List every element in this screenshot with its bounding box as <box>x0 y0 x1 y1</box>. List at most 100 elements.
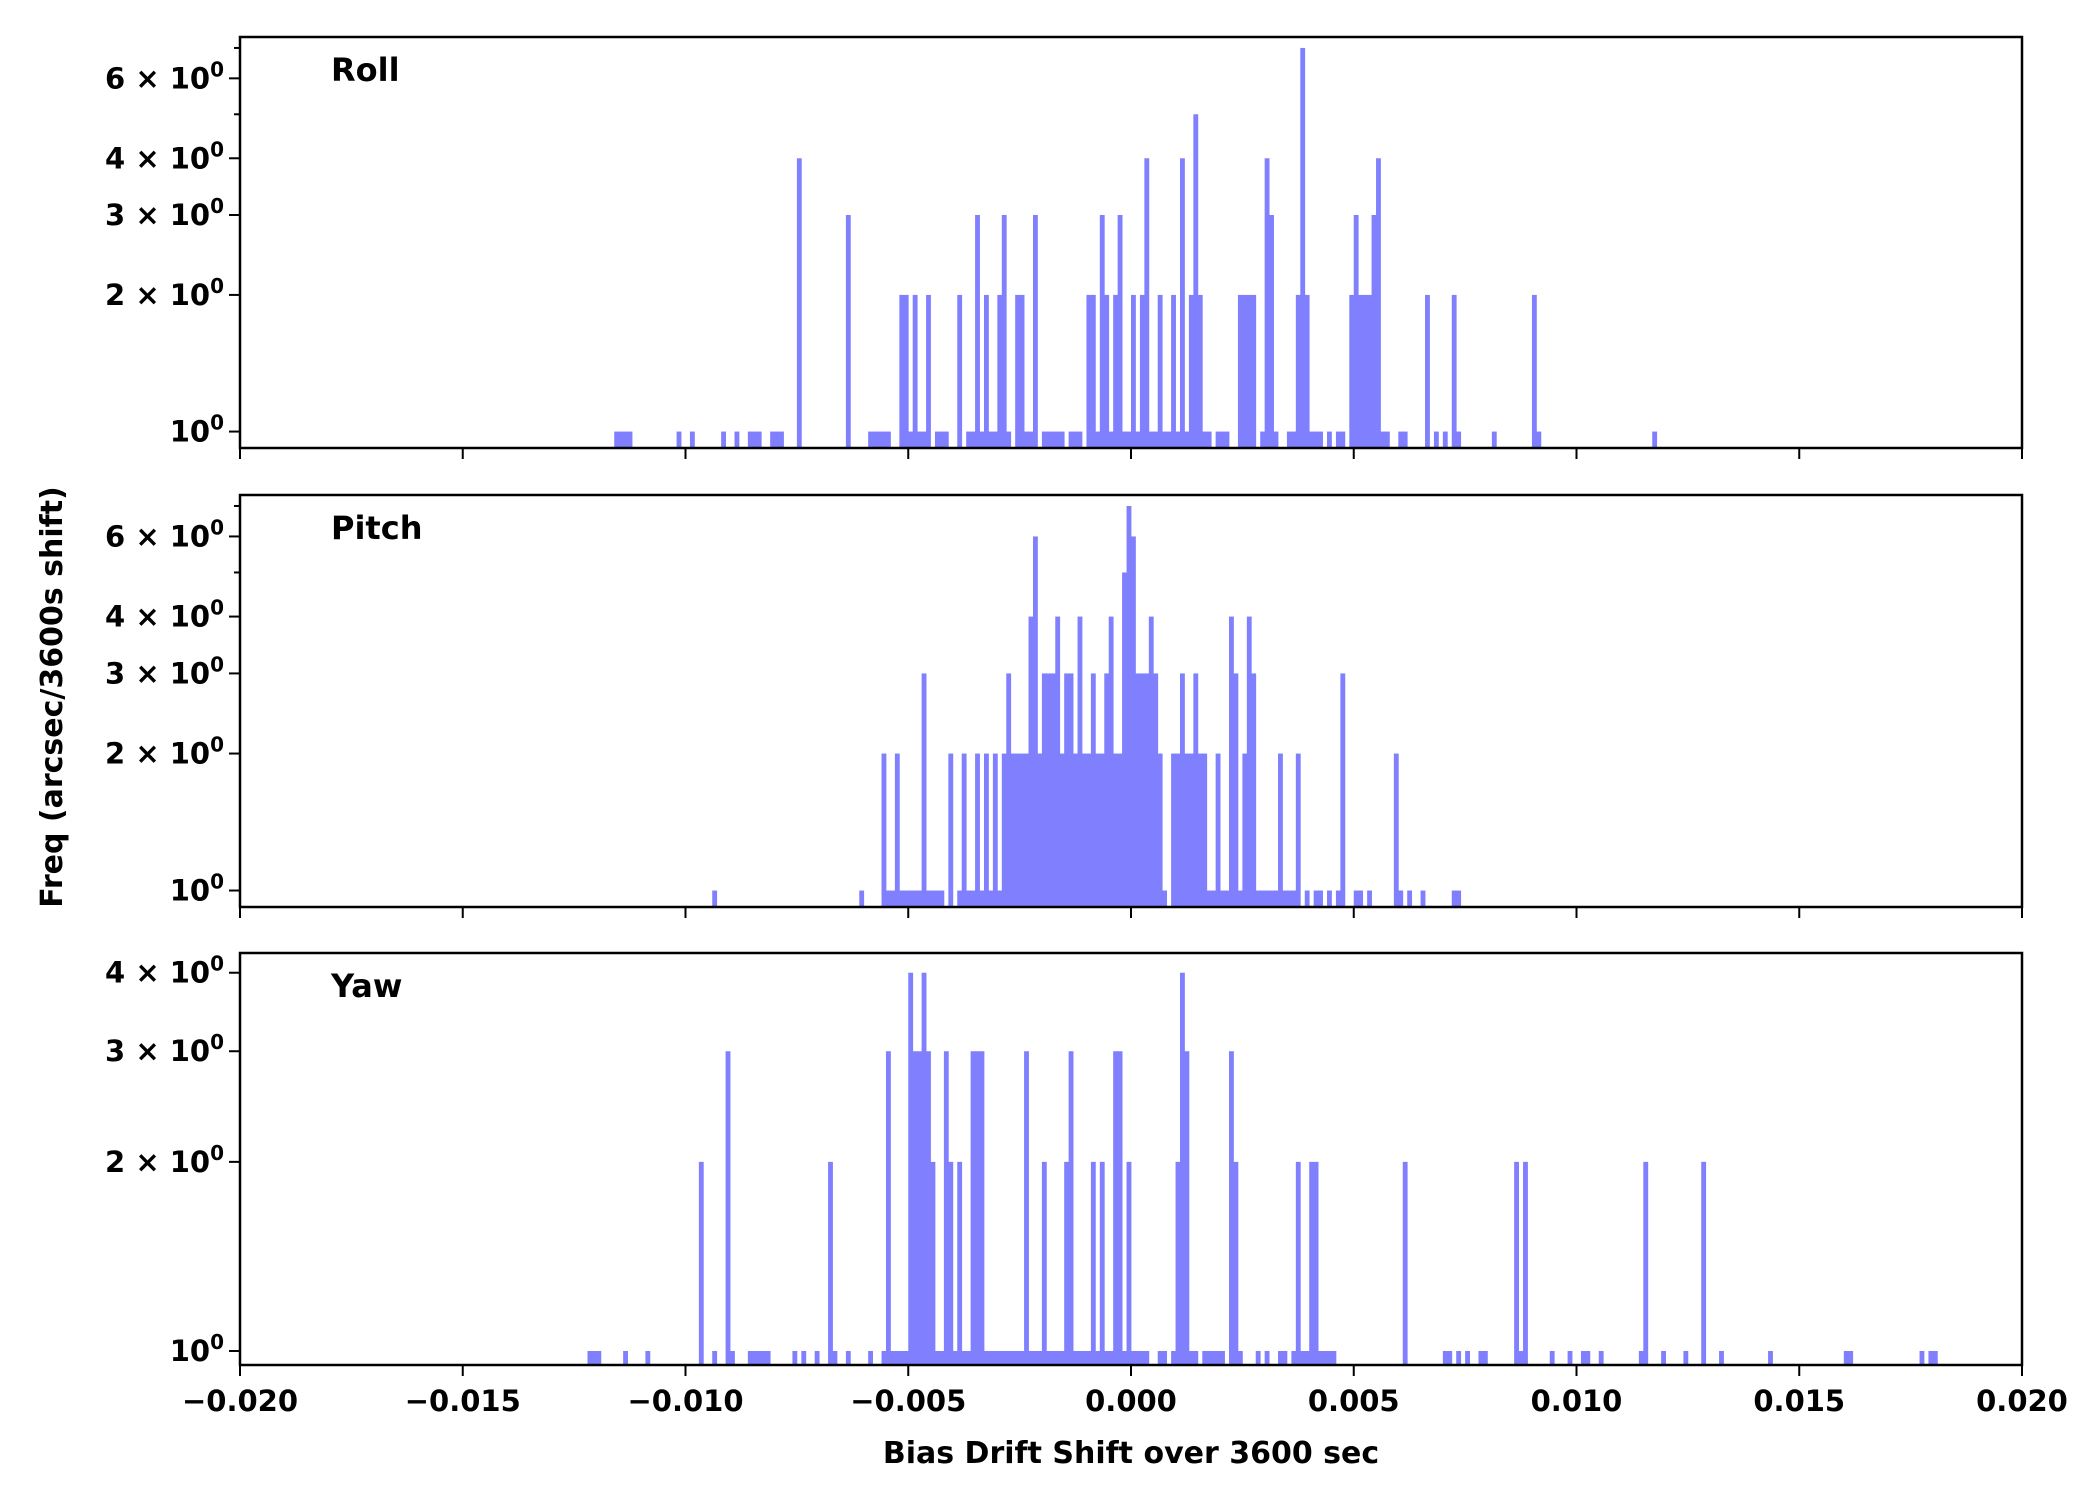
histogram-bar <box>1456 890 1462 907</box>
histogram-bar <box>1652 431 1658 448</box>
histogram-bar <box>1073 431 1078 448</box>
histogram-bar <box>1064 1161 1070 1365</box>
histogram-bar <box>1367 294 1372 448</box>
histogram-bar <box>1233 673 1239 907</box>
histogram-bar <box>1144 673 1150 907</box>
histogram-bar <box>1162 431 1168 448</box>
histogram-bar <box>908 890 914 907</box>
histogram-bar <box>1420 890 1426 907</box>
histogram-bar <box>747 1351 753 1365</box>
histogram-bar <box>1313 431 1319 448</box>
histogram-bar <box>1313 1161 1319 1365</box>
histogram-bar <box>618 431 624 448</box>
histogram-bar <box>1318 431 1323 448</box>
x-tick-label: −0.010 <box>627 1384 743 1418</box>
histogram-bar <box>1286 890 1292 907</box>
histogram-bar <box>1019 294 1025 448</box>
histogram-bar <box>1843 1351 1849 1365</box>
histogram-bar <box>1086 753 1092 907</box>
histogram-bar <box>1237 1351 1243 1365</box>
histogram-bar <box>1278 753 1283 907</box>
histogram-bar <box>712 1351 718 1365</box>
histogram-bar <box>1032 536 1038 907</box>
histogram-bar <box>623 431 628 448</box>
histogram-bar <box>1242 294 1248 448</box>
histogram-bar <box>1108 616 1114 907</box>
histogram-bar <box>1077 1351 1083 1365</box>
histogram-bar <box>1362 294 1368 448</box>
histogram-bar <box>725 1051 731 1365</box>
histogram-bar <box>752 431 758 448</box>
histogram-bar <box>1059 431 1065 448</box>
histogram-bar <box>894 753 900 907</box>
histogram-bar <box>1206 1351 1212 1365</box>
histogram-bar <box>988 890 994 907</box>
histogram-bar <box>1237 890 1243 907</box>
histogram-bar <box>1251 294 1257 448</box>
histogram-bar <box>912 1051 918 1365</box>
bars-yaw <box>587 972 1938 1365</box>
histogram-bar <box>939 1351 945 1365</box>
histogram-bar <box>1349 294 1355 448</box>
histogram-bar <box>952 1351 958 1365</box>
histogram-bar <box>970 890 976 907</box>
histogram-bar <box>970 1051 976 1365</box>
histogram-bar <box>908 972 914 1365</box>
histogram-bar <box>1353 890 1359 907</box>
histogram-bar <box>912 294 918 448</box>
y-tick-label: 3 × 100 <box>105 652 224 690</box>
histogram-bar <box>934 431 940 448</box>
histogram-bar <box>1549 1351 1555 1365</box>
histogram-bar <box>868 431 874 448</box>
histogram-bar <box>1398 890 1404 907</box>
histogram-bar <box>943 431 949 448</box>
histogram-bar <box>1465 1351 1470 1365</box>
histogram-bar <box>1041 673 1047 907</box>
histogram-bar <box>1180 158 1185 448</box>
histogram-bar <box>1028 616 1034 907</box>
histogram-bar <box>1295 294 1301 448</box>
histogram-bar <box>1126 505 1132 907</box>
histogram-bar <box>1068 673 1074 907</box>
histogram-bar <box>721 431 726 448</box>
histogram-bar <box>645 1351 651 1365</box>
histogram-bar <box>1340 431 1346 448</box>
histogram-bar <box>885 431 891 448</box>
y-tick-label: 6 × 100 <box>105 57 224 95</box>
histogram-bar <box>988 1351 994 1365</box>
histogram-bar <box>1282 1351 1288 1365</box>
histogram-bar <box>1006 1351 1012 1365</box>
histogram-bar <box>1095 431 1101 448</box>
histogram-bar <box>1384 431 1390 448</box>
histogram-bar <box>1202 753 1208 907</box>
histogram-bar <box>1024 753 1029 907</box>
histogram-bar <box>1090 1161 1096 1365</box>
histogram-bar <box>966 431 972 448</box>
histogram-bar <box>917 890 923 907</box>
panel-label: Pitch <box>331 509 422 547</box>
histogram-bar <box>1157 294 1163 448</box>
histogram-bar <box>1220 890 1225 907</box>
histogram-bar <box>1166 431 1172 448</box>
histogram-bar <box>1206 890 1212 907</box>
histogram-bar <box>1278 1351 1283 1365</box>
y-axis-title: Freq (arcsec/3600s shift) <box>35 486 70 908</box>
histogram-bar <box>997 294 1003 448</box>
histogram-bar <box>1135 673 1141 907</box>
histogram-bar <box>992 1351 998 1365</box>
y-tick-label: 4 × 100 <box>105 596 224 634</box>
histogram-bar <box>961 1351 967 1365</box>
histogram-bar <box>1175 431 1181 448</box>
histogram-bar <box>1286 431 1292 448</box>
histogram-bar <box>1433 431 1439 448</box>
histogram-bar <box>1206 431 1212 448</box>
histogram-bar <box>948 1161 954 1365</box>
histogram-bar <box>1015 294 1021 448</box>
y-tick-label: 2 × 100 <box>105 733 224 771</box>
histogram-bar <box>1643 1161 1649 1365</box>
histogram-bar <box>975 214 980 448</box>
histogram-bar <box>1046 1351 1052 1365</box>
histogram-bar <box>1006 431 1012 448</box>
bars-roll <box>614 47 1658 448</box>
histogram-bar <box>1224 890 1230 907</box>
